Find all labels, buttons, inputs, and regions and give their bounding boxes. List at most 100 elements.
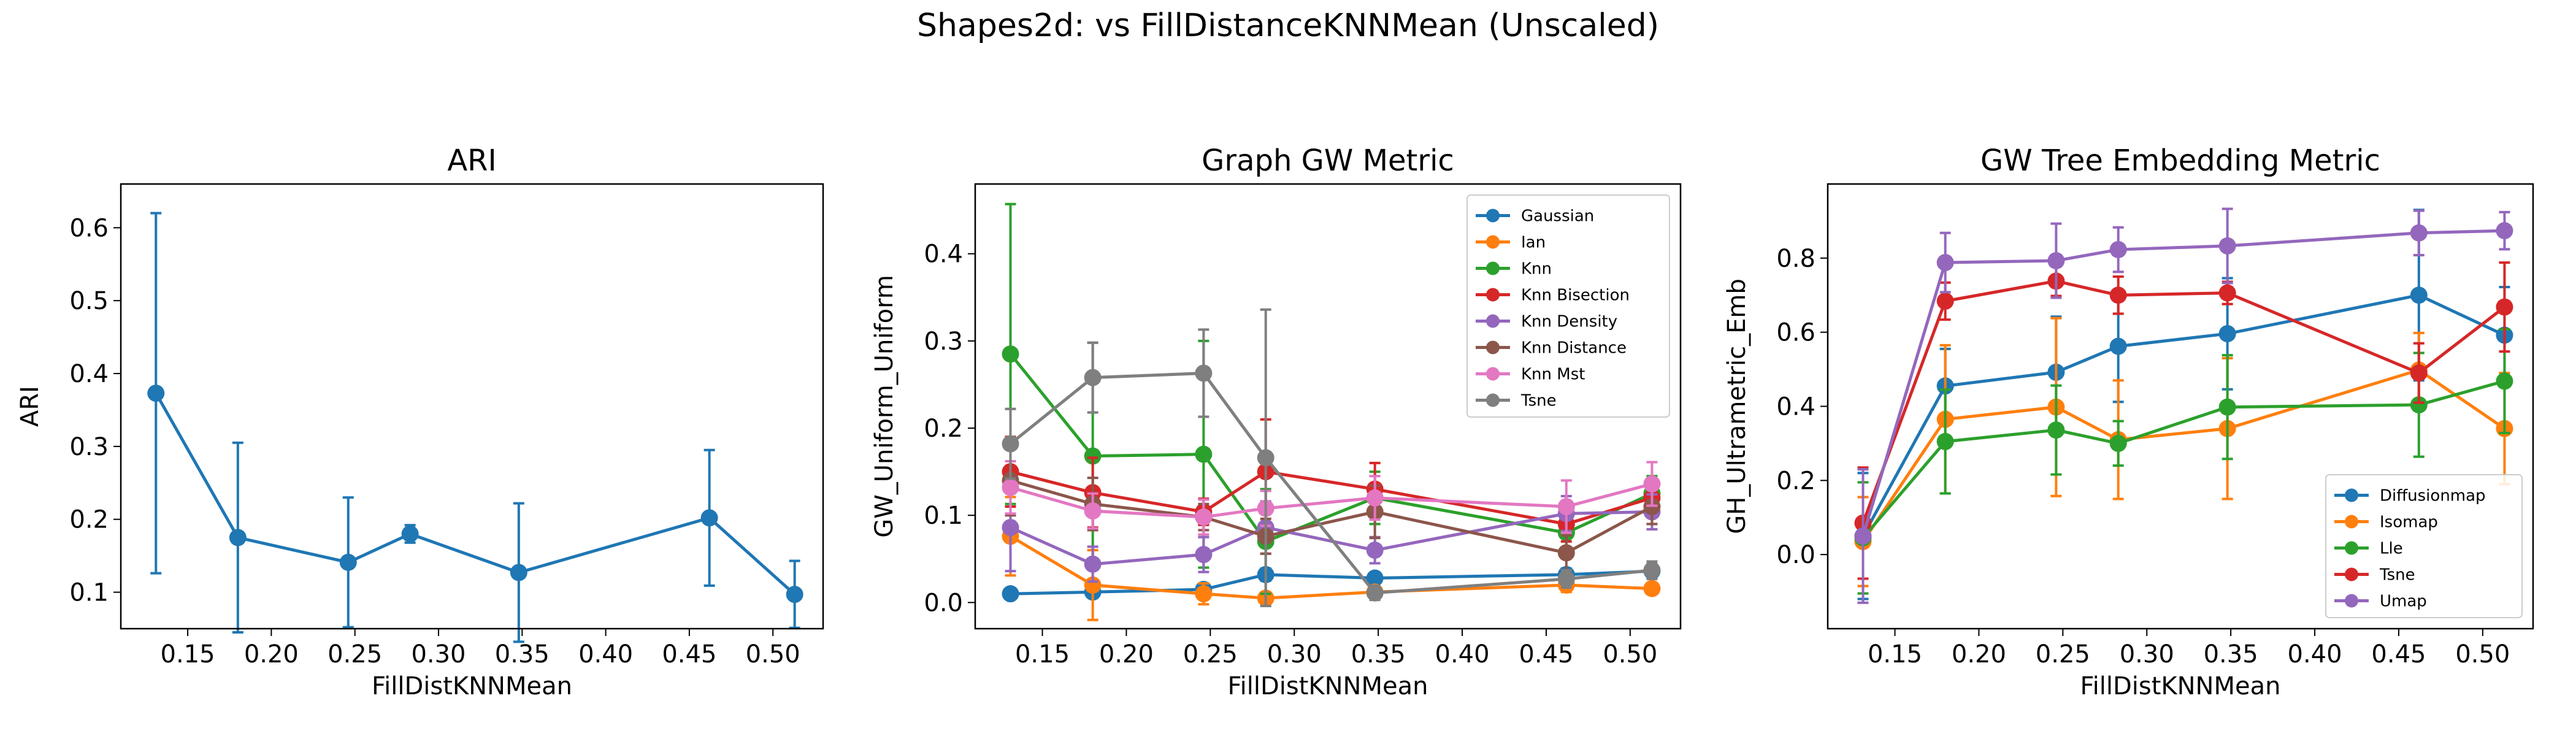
legend-swatch-marker (2345, 541, 2358, 555)
legend-label: Tsne (1520, 392, 1557, 410)
panel-title: Graph GW Metric (1202, 144, 1454, 178)
data-point (339, 553, 357, 571)
graph-gw-metric-panel: Graph GW Metric 0.15 0.20 0.25 0.30 0.35 0.40 0… (870, 144, 1682, 700)
y-tick-label: 0.0 (1776, 541, 1815, 569)
x-tick-label: 0.40 (2288, 640, 2342, 669)
y-axis-label: ARI (16, 386, 44, 427)
legend: Diffusionmap Isomap Lle Tsne Umap (2325, 474, 2523, 618)
data-point (1366, 569, 1384, 587)
data-point (1557, 544, 1575, 562)
legend-item-knn-density: Knn Density (1476, 313, 1617, 331)
data-point (2047, 252, 2065, 270)
x-tick-label: 0.15 (1868, 640, 1922, 669)
data-point (1643, 475, 1661, 493)
series-line (1010, 482, 1653, 519)
data-point (2109, 337, 2127, 355)
x-axis-label: FillDistKNNMean (2080, 672, 2281, 700)
legend-item-isomap: Isomap (2334, 513, 2438, 532)
y-tick-label: 0.1 (924, 502, 963, 530)
data-point (510, 564, 527, 581)
y-tick-label: 0.1 (69, 579, 109, 607)
data-point (1195, 585, 1213, 603)
axes-frame (120, 183, 824, 630)
data-point (401, 525, 419, 543)
data-point (2410, 396, 2428, 414)
y-tick-label: 0.4 (69, 360, 109, 388)
data-point (1002, 345, 1019, 363)
legend-swatch-marker (1486, 261, 1500, 275)
legend-swatch-marker (2345, 567, 2358, 581)
x-tick-label: 0.35 (2204, 640, 2258, 669)
y-tick-label: 0.6 (69, 214, 109, 242)
y-axis-label: GW_Uniform_Uniform (870, 275, 899, 538)
y-tick-label: 0.0 (924, 589, 963, 617)
data-point (2410, 224, 2428, 242)
legend-swatch-marker (1486, 209, 1500, 223)
data-point (1195, 445, 1213, 463)
data-point (1643, 580, 1661, 597)
data-point (2218, 398, 2236, 416)
legend: Gaussian Ian Knn Knn Bisection Knn Density Kn… (1466, 194, 1670, 418)
data-point (2496, 222, 2513, 240)
x-tick-label: 0.45 (2371, 640, 2426, 669)
x-axis-label: FillDistKNNMean (1228, 672, 1428, 700)
x-axis-label: FillDistKNNMean (372, 672, 572, 700)
y-axis-label: GH_Ultrametric_Emb (1723, 278, 1751, 534)
data-point (2109, 434, 2127, 452)
x-tick-label: 0.50 (2455, 640, 2510, 669)
x-tick-label: 0.20 (1952, 640, 2006, 669)
y-tick-label: 0.6 (1776, 319, 1815, 347)
data-point (147, 385, 165, 402)
panel-title: ARI (447, 144, 496, 178)
legend-label: Knn Bisection (1521, 286, 1630, 305)
legend-swatch-marker (1486, 314, 1500, 328)
x-tick-label: 0.20 (244, 640, 299, 669)
x-tick-label: 0.35 (495, 640, 550, 669)
data-point (1366, 584, 1384, 602)
y-tick-label: 0.3 (924, 328, 963, 356)
legend-item-knn-distance: Knn Distance (1476, 339, 1627, 358)
data-point (1557, 570, 1575, 588)
legend-box (1466, 194, 1670, 418)
legend-swatch-marker (2345, 515, 2358, 529)
legend-item-tsne: Tsne (2334, 566, 2415, 585)
data-point (1643, 561, 1661, 579)
legend-swatch-marker (1486, 393, 1500, 407)
legend-label: Knn Distance (1521, 339, 1627, 358)
data-point (1084, 555, 1102, 573)
data-point (2410, 286, 2428, 304)
data-point (2218, 325, 2236, 343)
data-point (1936, 254, 1954, 272)
panel-title: GW Tree Embedding Metric (1980, 144, 2380, 178)
ari-panel: ARI 0.15 0.20 0.25 0.30 0.35 0.40 0.45 0.50 0.1 0.… (16, 144, 824, 700)
data-point (1366, 542, 1384, 559)
legend-item-lle: Lle (2334, 540, 2403, 558)
y-tick-label: 0.4 (924, 240, 963, 269)
data-point (1195, 508, 1213, 526)
legend-box (2325, 474, 2523, 618)
series-tsne (1854, 261, 2513, 580)
legend-item-knn-bisection: Knn Bisection (1476, 286, 1630, 305)
data-point (1936, 292, 1954, 310)
legend-item-ian: Ian (1476, 234, 1546, 252)
data-point (2496, 298, 2513, 316)
figure-suptitle: Shapes2d: vs FillDistanceKNNMean (Unscal… (917, 7, 1659, 44)
data-point (1257, 449, 1275, 467)
series-line (155, 392, 796, 596)
data-point (1002, 519, 1019, 537)
data-point (1195, 364, 1213, 382)
legend-swatch-marker (1486, 367, 1500, 381)
legend-item-umap: Umap (2334, 592, 2427, 611)
legend-item-tsne: Tsne (1476, 392, 1557, 410)
series-line (1010, 535, 1652, 600)
x-tick-label: 0.30 (1267, 640, 1322, 669)
x-tick-label: 0.45 (1519, 640, 1573, 669)
legend-label: Lle (2380, 540, 2403, 558)
legend-item-gaussian: Gaussian (1476, 207, 1594, 226)
x-tick-label: 0.45 (662, 640, 716, 669)
x-tick-label: 0.15 (1015, 640, 1070, 669)
data-point (2109, 286, 2127, 304)
data-point (1936, 432, 1954, 450)
y-tick-label: 0.2 (1776, 467, 1815, 495)
data-point (700, 509, 718, 527)
